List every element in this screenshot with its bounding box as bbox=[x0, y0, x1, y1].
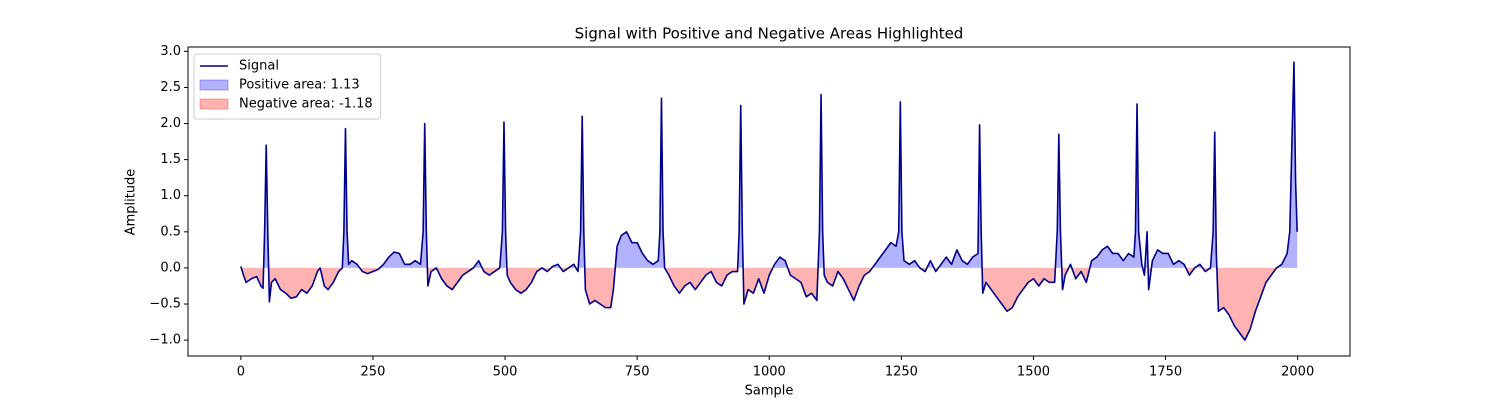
legend-box bbox=[193, 53, 382, 120]
x-tick-label: 500 bbox=[493, 365, 518, 380]
legend-label: Negative area: -1.18 bbox=[239, 97, 373, 112]
y-tick-label: 2.5 bbox=[160, 80, 181, 95]
y-tick-label: 0.5 bbox=[160, 224, 181, 239]
x-tick-label: 1500 bbox=[1017, 365, 1050, 380]
x-tick-label: 1000 bbox=[753, 365, 786, 380]
x-axis-label: Sample bbox=[745, 384, 794, 399]
x-tick-label: 1250 bbox=[885, 365, 918, 380]
legend-label: Signal bbox=[239, 59, 279, 74]
legend: Signal Positive area: 1.13 Negative area: … bbox=[193, 53, 382, 120]
x-tick-label: 750 bbox=[625, 365, 650, 380]
y-tick-label: −1.0 bbox=[149, 333, 181, 348]
x-tick-label: 1750 bbox=[1149, 365, 1182, 380]
chart-title: Signal with Positive and Negative Areas … bbox=[575, 25, 964, 43]
x-tick-label: 0 bbox=[237, 365, 245, 380]
y-tick-label: 0.0 bbox=[160, 260, 181, 275]
y-tick-label: 3.0 bbox=[160, 44, 181, 59]
x-tick-label: 250 bbox=[361, 365, 386, 380]
legend-label: Positive area: 1.13 bbox=[239, 78, 360, 93]
legend-patch bbox=[199, 79, 229, 91]
y-tick-label: −0.5 bbox=[149, 297, 181, 312]
y-tick-label: 1.0 bbox=[160, 188, 181, 203]
y-tick-label: 2.0 bbox=[160, 116, 181, 131]
y-tick-label: 1.5 bbox=[160, 152, 181, 167]
y-axis-label: Amplitude bbox=[124, 169, 139, 236]
x-tick-label: 2000 bbox=[1281, 365, 1314, 380]
plot-frame bbox=[187, 46, 1351, 357]
legend-patch bbox=[199, 98, 229, 110]
signal-line bbox=[240, 61, 1298, 341]
